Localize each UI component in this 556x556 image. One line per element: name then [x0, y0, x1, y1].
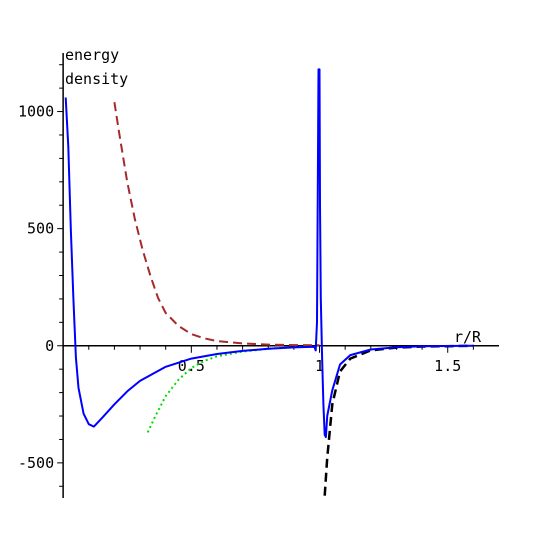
x-tick-label: 1 [315, 357, 324, 375]
x-tick-label: 1.5 [434, 357, 461, 375]
series-line-2 [146, 345, 307, 433]
series-layer [64, 68, 474, 496]
axes [62, 53, 499, 498]
y-tick-label: 500 [27, 220, 54, 238]
series-line-4 [64, 68, 474, 439]
y-axis-label-line-2: density [65, 70, 128, 88]
x-ticks: 0.5 1 1.5 [88, 345, 474, 375]
series-line-1 [113, 102, 320, 347]
y-tick-label: -500 [18, 454, 54, 472]
y-tick-label: 0 [45, 337, 54, 355]
y-ticks: 1000 500 0 -500 [18, 64, 64, 487]
series-line-3 [323, 344, 474, 496]
y-axis-label-line-1: energy [65, 46, 119, 64]
x-axis-label: r/R [454, 328, 482, 346]
y-tick-label: 1000 [18, 103, 54, 121]
